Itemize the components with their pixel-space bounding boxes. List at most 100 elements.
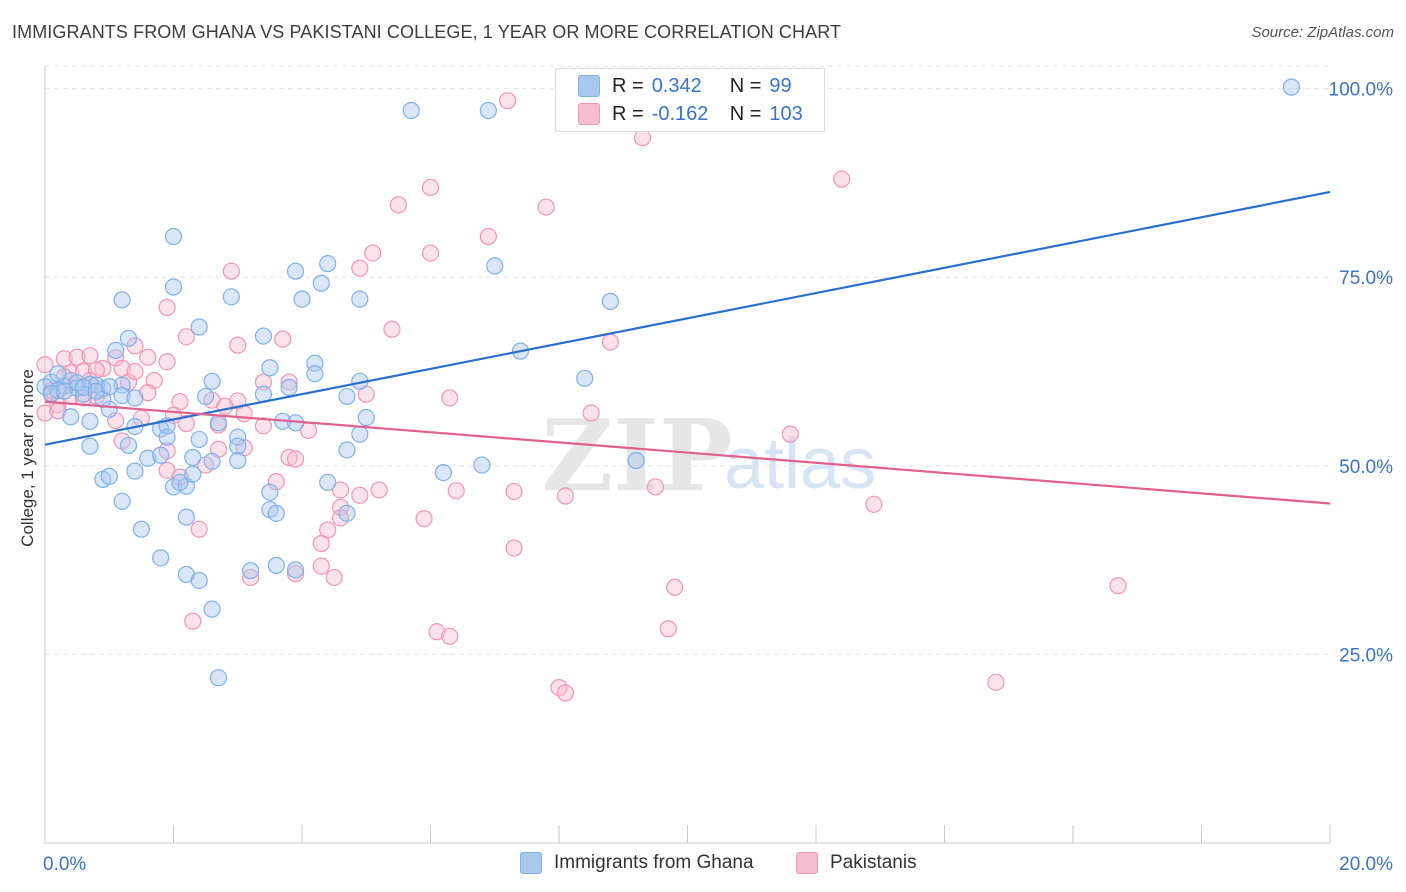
point-pakistanis: [582, 404, 600, 422]
point-ghana: [74, 378, 93, 396]
point-ghana: [473, 456, 491, 474]
point-ghana: [286, 262, 305, 280]
point-pakistanis: [171, 468, 189, 486]
point-ghana: [306, 365, 324, 383]
point-ghana: [319, 255, 337, 273]
point-pakistanis: [68, 348, 86, 366]
point-ghana: [177, 508, 195, 526]
point-pakistanis: [280, 373, 298, 391]
point-ghana: [190, 430, 208, 449]
point-pakistanis: [441, 389, 459, 407]
point-pakistanis: [190, 520, 208, 538]
point-ghana: [601, 292, 620, 310]
bottom-legend-swatch-pakistanis: [796, 852, 818, 874]
point-ghana: [68, 379, 86, 397]
point-ghana: [267, 556, 285, 574]
point-pakistanis: [36, 356, 54, 374]
point-pakistanis: [158, 298, 176, 316]
legend-n-value-pakistanis: 103: [769, 102, 803, 125]
point-ghana: [293, 290, 311, 308]
point-ghana: [486, 257, 504, 275]
point-ghana: [338, 504, 356, 522]
point-pakistanis: [267, 473, 285, 491]
point-ghana: [87, 376, 106, 394]
point-ghana: [190, 571, 208, 590]
point-ghana: [81, 412, 99, 430]
point-pakistanis: [87, 361, 106, 379]
point-ghana: [49, 365, 67, 383]
legend-r-value-ghana: 0.342: [651, 74, 702, 97]
point-ghana: [434, 464, 452, 482]
bottom-legend-label-pakistanis: Pakistanis: [830, 852, 917, 873]
legend-swatch-pakistanis: [578, 103, 600, 125]
point-ghana: [81, 437, 99, 455]
point-ghana: [152, 549, 170, 567]
point-pakistanis: [537, 198, 555, 216]
bottom-legend-ghana[interactable]: Immigrants from Ghana: [520, 852, 754, 874]
y-tick-label: 50.0%: [1339, 457, 1393, 478]
source-label: Source: ZipAtlas.com: [1251, 24, 1394, 41]
point-ghana: [402, 101, 420, 120]
point-pakistanis: [556, 684, 575, 702]
point-pakistanis: [633, 129, 652, 147]
legend-n-label: N =: [729, 74, 762, 97]
point-pakistanis: [126, 362, 144, 381]
point-ghana: [100, 378, 118, 396]
point-pakistanis: [222, 262, 240, 280]
legend-n-value-ghana: 99: [769, 74, 792, 97]
x-tick-label: 0.0%: [43, 854, 86, 875]
point-ghana: [229, 451, 247, 470]
point-pakistanis: [659, 620, 677, 638]
legend-r-label: R =: [612, 102, 644, 125]
point-pakistanis: [36, 404, 54, 422]
point-ghana: [107, 341, 125, 359]
point-pakistanis: [139, 348, 157, 366]
point-pakistanis: [415, 510, 433, 528]
bottom-legend-swatch-ghana: [520, 852, 542, 874]
point-ghana: [280, 378, 298, 396]
y-tick-label: 75.0%: [1339, 268, 1393, 289]
point-ghana: [152, 446, 170, 464]
point-ghana: [229, 428, 247, 446]
point-pakistanis: [254, 373, 273, 391]
point-ghana: [1282, 78, 1301, 96]
point-pakistanis: [447, 482, 465, 500]
point-pakistanis: [389, 196, 407, 214]
point-ghana: [100, 400, 118, 418]
point-pakistanis: [177, 328, 195, 346]
point-ghana: [126, 389, 144, 407]
point-pakistanis: [441, 627, 459, 645]
point-ghana: [209, 669, 228, 687]
point-ghana: [351, 425, 369, 443]
legend-swatch-ghana: [578, 75, 600, 97]
point-ghana: [338, 441, 356, 459]
point-ghana: [203, 600, 221, 618]
point-pakistanis: [666, 578, 684, 596]
point-pakistanis: [364, 244, 382, 262]
point-ghana: [229, 437, 247, 455]
point-pakistanis: [331, 481, 350, 499]
point-ghana: [100, 467, 118, 485]
point-pakistanis: [865, 495, 883, 513]
legend-r-value-pakistanis: -0.162: [651, 102, 709, 125]
point-pakistanis: [184, 612, 202, 630]
point-pakistanis: [312, 534, 330, 553]
point-pakistanis: [351, 259, 369, 277]
point-ghana: [87, 382, 106, 400]
point-ghana: [312, 274, 330, 292]
point-pakistanis: [216, 397, 234, 415]
point-ghana: [267, 504, 285, 522]
point-ghana: [164, 278, 183, 296]
point-ghana: [351, 290, 369, 308]
point-pakistanis: [139, 384, 157, 402]
point-ghana: [119, 436, 138, 455]
point-pakistanis: [254, 417, 273, 435]
point-pakistanis: [177, 414, 195, 433]
point-ghana: [184, 465, 202, 483]
point-ghana: [190, 318, 208, 336]
y-axis-label: College, 1 year or more: [18, 369, 37, 547]
point-ghana: [479, 101, 497, 120]
point-ghana: [338, 387, 356, 406]
bottom-legend-pakistanis[interactable]: Pakistanis: [796, 852, 917, 874]
